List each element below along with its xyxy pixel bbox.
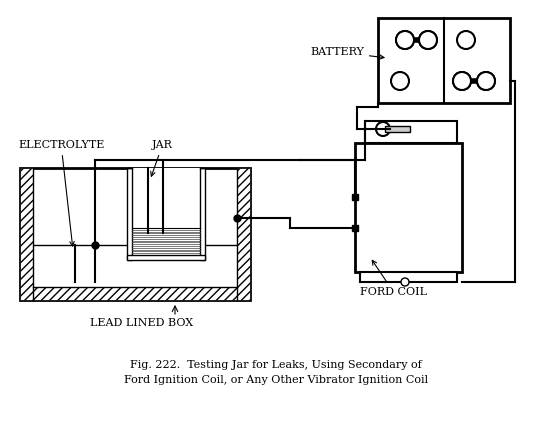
Text: ELECTROLYTE: ELECTROLYTE — [18, 140, 104, 246]
Circle shape — [453, 72, 471, 90]
Text: LEAD LINED BOX: LEAD LINED BOX — [90, 318, 193, 328]
Bar — [200, 168, 205, 260]
Bar — [237, 168, 250, 300]
Circle shape — [391, 72, 409, 90]
Circle shape — [457, 31, 475, 49]
Circle shape — [419, 31, 437, 49]
Bar — [355, 143, 462, 272]
Circle shape — [396, 31, 414, 49]
Circle shape — [453, 72, 471, 90]
Circle shape — [477, 72, 495, 90]
Bar — [20, 168, 33, 300]
Bar — [360, 272, 457, 282]
Bar — [365, 121, 457, 143]
Text: JAR: JAR — [151, 140, 173, 176]
Text: Ford Ignition Coil, or Any Other Vibrator Ignition Coil: Ford Ignition Coil, or Any Other Vibrato… — [124, 375, 428, 385]
Bar — [127, 168, 132, 260]
Circle shape — [396, 31, 414, 49]
Text: Fig. 222.  Testing Jar for Leaks, Using Secondary of: Fig. 222. Testing Jar for Leaks, Using S… — [130, 360, 422, 370]
Text: BATTERY: BATTERY — [310, 47, 384, 59]
Circle shape — [419, 31, 437, 49]
Circle shape — [376, 122, 390, 136]
Bar — [378, 18, 510, 103]
Bar — [127, 255, 205, 260]
Circle shape — [401, 278, 409, 286]
Bar — [20, 168, 250, 300]
Bar — [132, 168, 200, 255]
Bar — [385, 126, 410, 132]
Text: FORD COIL: FORD COIL — [360, 260, 427, 297]
Circle shape — [477, 72, 495, 90]
Bar — [33, 287, 237, 300]
